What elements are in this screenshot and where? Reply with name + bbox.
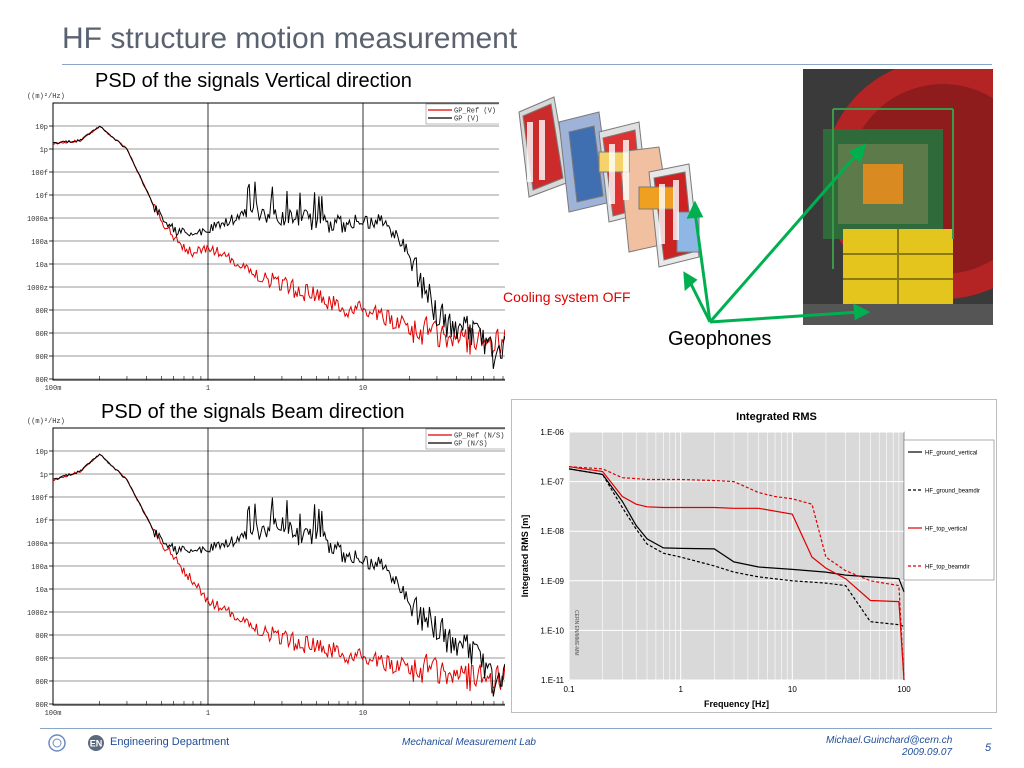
title-divider [62, 64, 992, 65]
hf-structure-photo [803, 69, 993, 325]
y-tick-label: 10a [35, 587, 48, 595]
rms-y-tick-label: 1.E-07 [540, 478, 564, 487]
arrow-3 [708, 152, 860, 323]
hf-photo-illustration [803, 69, 993, 325]
y-tick-label: 1000a [27, 541, 48, 549]
y-tick-label: 10f [35, 193, 48, 201]
x-tick-label: 1 [206, 385, 210, 393]
rms-x-tick-label: 1 [678, 685, 683, 694]
rms-title: Integrated RMS [736, 411, 817, 423]
y-tick-label: 1p [40, 472, 48, 480]
rms-y-tick-label: 1.E-06 [540, 428, 564, 437]
detector-illustration [499, 92, 721, 282]
cooling-label: Cooling system OFF [503, 289, 631, 305]
footer-lab: Mechanical Measurement Lab [402, 737, 536, 748]
arrow-1 [693, 211, 712, 323]
y-tick-label: 00R [35, 702, 48, 710]
y-axis-label: ((m)²/Hz) [27, 93, 65, 101]
y-tick-label: 10f [35, 518, 48, 526]
rms-x-tick-label: 100 [897, 685, 911, 694]
x-tick-label: 100m [45, 710, 62, 718]
rms-x-tick-label: 0.1 [563, 685, 575, 694]
y-tick-label: 00R [35, 331, 48, 339]
footer-email: Michael.Guinchard@cern.ch [826, 735, 953, 746]
rms-legend-box [903, 439, 995, 581]
rms-y-tick-label: 1.E-10 [540, 626, 564, 635]
arrow-4 [709, 310, 861, 324]
en-logo-icon: EN [88, 735, 104, 751]
footer-dept: Engineering Department [110, 736, 230, 748]
legend: GP_Ref (N/S)GP (N/S) [425, 428, 518, 450]
x-tick-label: 1 [206, 710, 210, 718]
psd-chart-vertical: 10p 1p 100f 10f 1000a 100a 10a 1000z 00R 00R 00R 00… [25, 88, 524, 401]
legend-label: GP (V) [454, 116, 479, 124]
y-tick-label: 00R [35, 354, 48, 362]
svg-text:EN: EN [90, 739, 103, 749]
x-tick-label: 10 [359, 385, 367, 393]
y-tick-label: 00R [35, 679, 48, 687]
legend-label: GP_Ref (V) [454, 108, 496, 116]
rms-legend-label: HF_top_vertical [925, 527, 967, 533]
y-tick-label: 00R [35, 308, 48, 316]
rms-watermark: CERN EN/MME-MM [573, 610, 579, 656]
rms-legend-label: HF_ground_beamdir [925, 489, 980, 495]
cern-logo [46, 734, 68, 757]
rms-series-line [568, 466, 905, 681]
arrow-2 [687, 279, 712, 323]
rms-chart-frame: Integrated RMS 1.E-06 1.E-07 1.E-08 1.E-09 1.… [511, 399, 997, 713]
y-tick-label: 100a [31, 564, 48, 572]
page-number: 5 [985, 742, 992, 754]
y-tick-label: 10a [35, 262, 48, 270]
en-logo: EN [87, 734, 107, 757]
caption-vertical: PSD of the signals Vertical direction [95, 70, 412, 92]
legend-label: GP (N/S) [454, 441, 488, 449]
y-tick-label: 1000z [27, 610, 48, 618]
rms-y-axis-label: Integrated RMS [m] [520, 515, 530, 598]
footer-date: 2009.09.07 [902, 747, 953, 758]
rms-y-tick-label: 1.E-08 [540, 527, 564, 536]
cern-logo-icon [48, 734, 66, 752]
y-tick-label: 00R [35, 656, 48, 664]
y-tick-label: 00R [35, 377, 48, 385]
x-tick-label: 10 [359, 710, 367, 718]
y-tick-label: 100f [31, 495, 48, 503]
x-tick-label: 100m [45, 385, 62, 393]
psd-chart-beam: 10p 1p 100f 10f 1000a 100a 10a 1000z 00R 00R 00R 00… [25, 413, 524, 726]
y-tick-label: 10p [35, 124, 48, 132]
rms-chart-svg: Integrated RMS 1.E-06 1.E-07 1.E-08 1.E-09 1.… [520, 411, 995, 709]
footer-divider [40, 728, 992, 729]
y-tick-label: 10p [35, 449, 48, 457]
rms-legend: HF_ground_vertical HF_ground_beamdir HF_to… [903, 439, 995, 581]
series-line [52, 453, 519, 697]
legend: GP_Ref (V)GP (V) [425, 103, 518, 125]
y-tick-label: 100f [31, 170, 48, 178]
detector-drawing [499, 92, 721, 282]
rms-plot-area [568, 431, 905, 681]
geophones-label: Geophones [668, 328, 772, 350]
rms-y-tick-label: 1.E-09 [540, 577, 564, 586]
rms-x-axis-label: Frequency [Hz] [704, 699, 769, 709]
caption-beam: PSD of the signals Beam direction [101, 401, 405, 423]
slide-title: HF structure motion measurement [62, 22, 518, 55]
rms-legend-label: HF_top_beamdir [925, 565, 970, 571]
y-tick-label: 1000z [27, 285, 48, 293]
y-tick-label: 00R [35, 633, 48, 641]
rms-series-line [568, 466, 905, 681]
psd-vertical-svg: 10p 1p 100f 10f 1000a 100a 10a 1000z 00R 00R 00R 00… [27, 93, 524, 401]
rms-series-line [568, 468, 905, 628]
legend-label: GP_Ref (N/S) [454, 433, 504, 441]
y-tick-label: 100a [31, 239, 48, 247]
rms-legend-label: HF_ground_vertical [925, 451, 977, 457]
y-tick-label: 1000a [27, 216, 48, 224]
rms-x-tick-label: 10 [788, 685, 797, 694]
rms-y-tick-label: 1.E-11 [541, 676, 565, 685]
y-tick-label: 1p [40, 147, 48, 155]
psd-beam-svg: 10p 1p 100f 10f 1000a 100a 10a 1000z 00R 00R 00R 00… [27, 418, 524, 726]
y-axis-label: ((m)²/Hz) [27, 418, 65, 426]
series-line [52, 125, 519, 369]
